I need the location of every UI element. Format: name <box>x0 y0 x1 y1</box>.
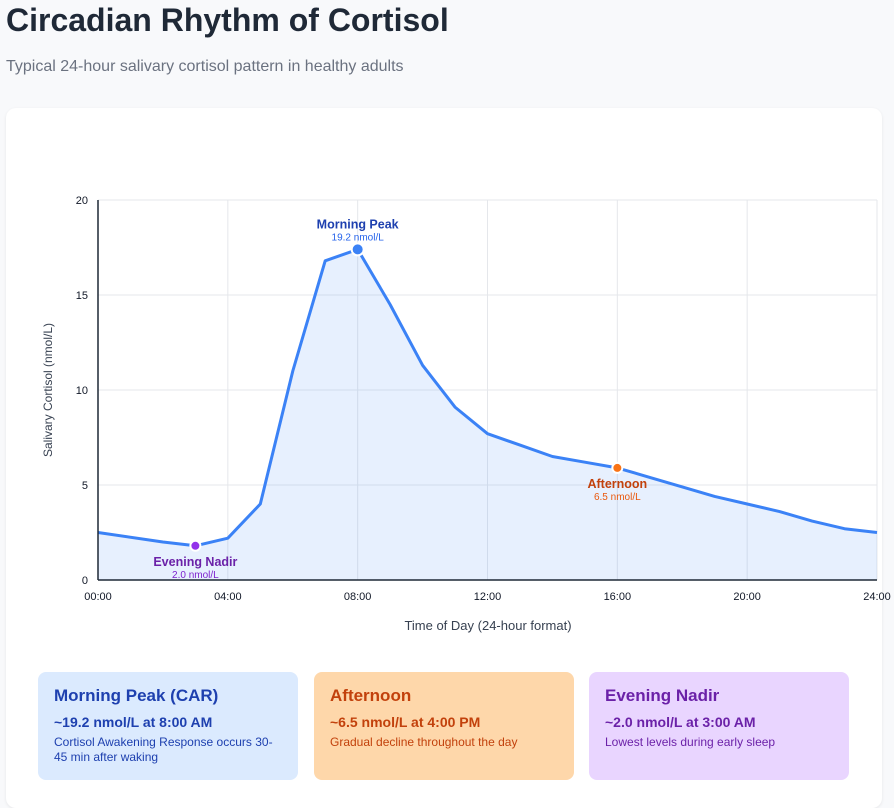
card-title: Afternoon <box>330 686 412 705</box>
y-tick-label: 0 <box>82 575 88 587</box>
annotation-value: 19.2 nmol/L <box>332 232 385 243</box>
series-line <box>97 247 878 548</box>
x-tick-label: 20:00 <box>733 591 761 603</box>
afternoon-card: Afternoon ~6.5 nmol/L at 4:00 PM Gradual… <box>314 672 574 780</box>
y-tick-label: 10 <box>76 385 88 397</box>
card-value: ~6.5 nmol/L at 4:00 PM <box>330 714 481 730</box>
x-tick-label: 24:00 <box>863 591 891 603</box>
annotation-marker <box>189 539 202 552</box>
annotation-label: Evening Nadir <box>153 555 237 569</box>
card-value: ~19.2 nmol/L at 8:00 AM <box>54 714 213 730</box>
cortisol-chart: Salivary Cortisol (nmol/L) Time of Day (… <box>41 195 891 633</box>
card-title: Morning Peak (CAR) <box>54 686 219 705</box>
page-subtitle: Typical 24-hour salivary cortisol patter… <box>6 58 404 75</box>
card-value: ~2.0 nmol/L at 3:00 AM <box>605 714 756 730</box>
card-description: Lowest levels during early sleep <box>605 735 776 749</box>
annotation-marker <box>350 242 365 257</box>
y-tick-label: 15 <box>76 290 88 302</box>
y-axis-label: Salivary Cortisol (nmol/L) <box>41 323 55 457</box>
x-axis-label: Time of Day (24-hour format) <box>404 618 571 633</box>
x-tick-label: 00:00 <box>84 591 112 603</box>
card-title: Evening Nadir <box>605 686 720 705</box>
page-title: Circadian Rhythm of Cortisol <box>6 2 449 38</box>
y-tick-label: 5 <box>82 480 88 492</box>
series-area <box>98 249 877 580</box>
y-tick-label: 20 <box>76 195 88 207</box>
annotation-label: Morning Peak <box>317 217 399 231</box>
annotation-value: 2.0 nmol/L <box>172 570 219 581</box>
x-tick-label: 08:00 <box>344 591 372 603</box>
annotation-label: Afternoon <box>587 477 647 491</box>
card-description: Cortisol Awakening Response occurs 30-45… <box>54 735 273 764</box>
annotation-marker <box>611 461 624 474</box>
annotation-value: 6.5 nmol/L <box>594 492 641 503</box>
evening-nadir-card: Evening Nadir ~2.0 nmol/L at 3:00 AM Low… <box>589 672 849 780</box>
x-tick-label: 16:00 <box>604 591 632 603</box>
x-tick-label: 12:00 <box>474 591 502 603</box>
x-tick-label: 04:00 <box>214 591 242 603</box>
card-description: Gradual decline throughout the day <box>330 735 518 749</box>
morning-peak-card: Morning Peak (CAR) ~19.2 nmol/L at 8:00 … <box>38 672 298 780</box>
grid <box>97 199 878 581</box>
